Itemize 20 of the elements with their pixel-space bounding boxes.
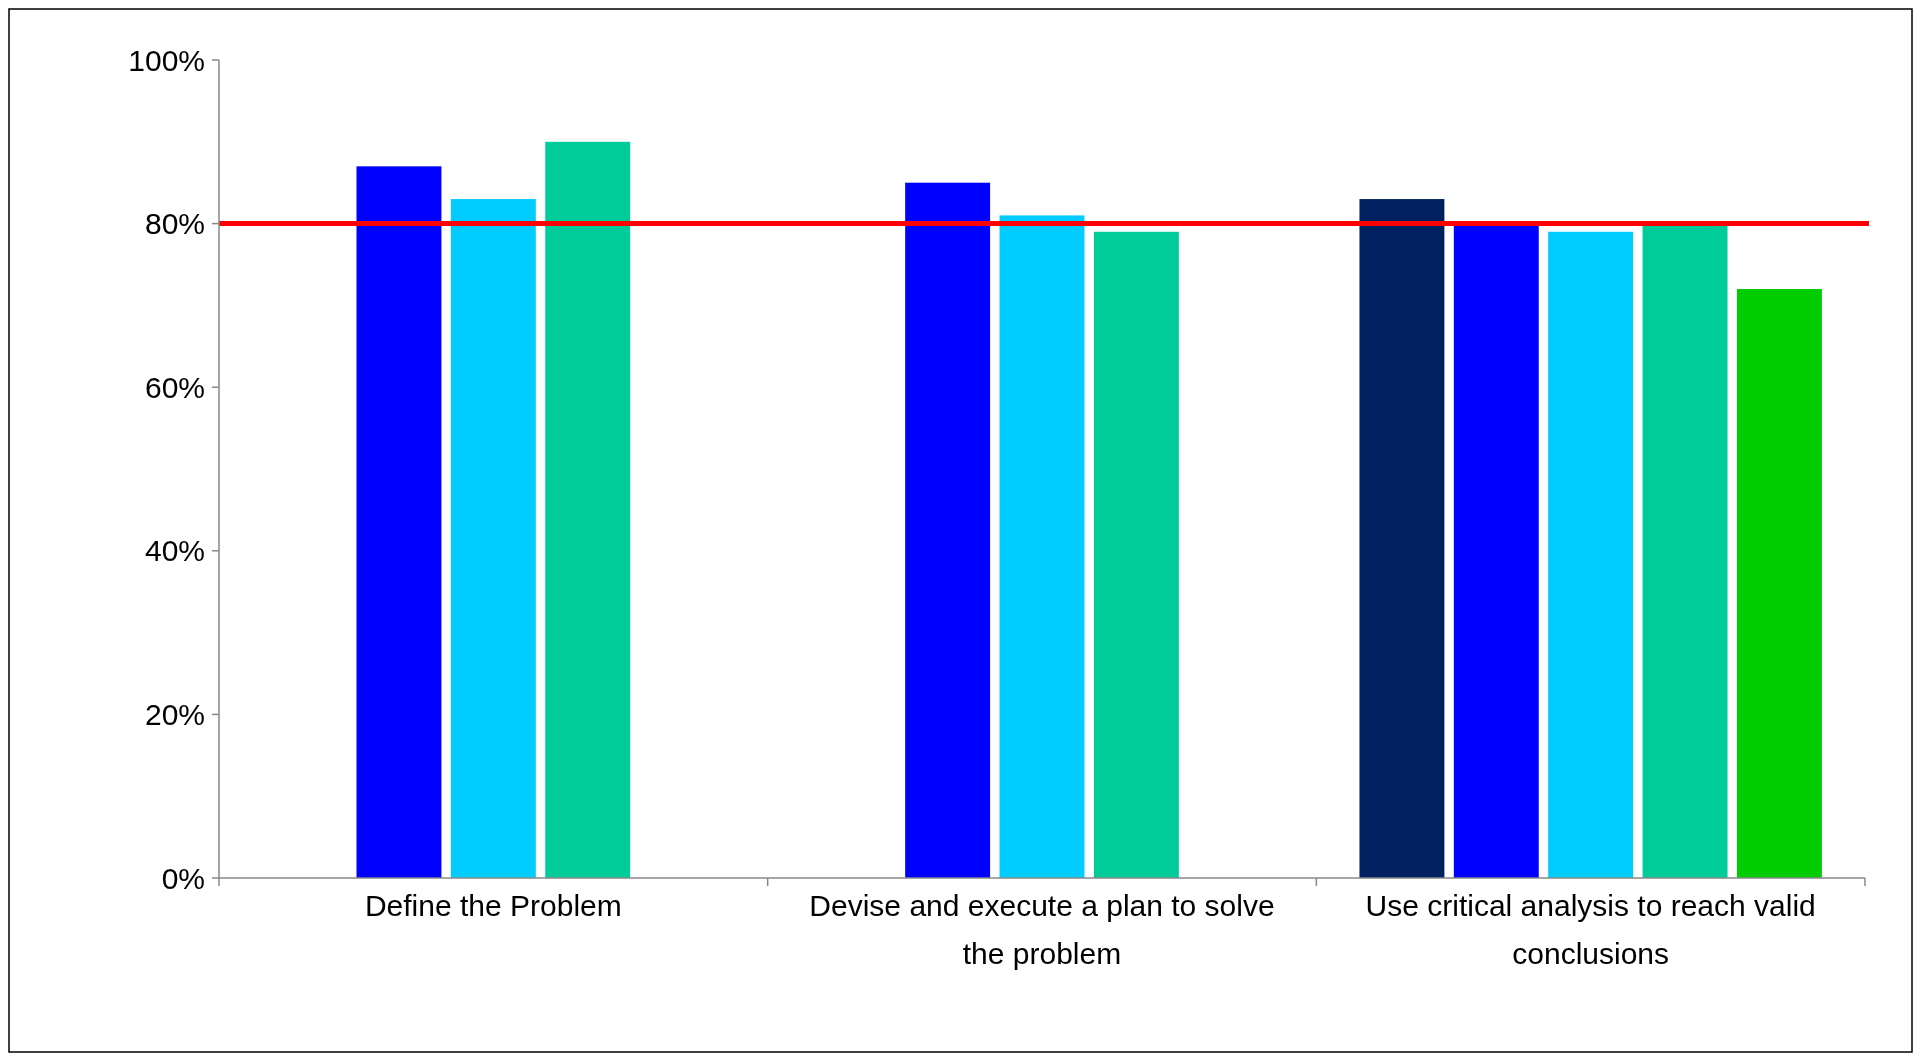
- y-tick-label: 80%: [144, 207, 205, 241]
- bar: [356, 166, 442, 878]
- y-tick-label: 60%: [144, 370, 205, 404]
- x-tick-label: Devise and execute a plan to solve the problem: [809, 889, 1275, 970]
- bar: [1093, 231, 1179, 878]
- x-tick-label: Define the Problem: [364, 889, 622, 922]
- bar: [1642, 223, 1728, 878]
- bar: [999, 215, 1085, 878]
- y-tick-label: 20%: [144, 697, 205, 731]
- bar: [545, 141, 631, 878]
- bar: [1736, 289, 1822, 878]
- bar: [1548, 231, 1634, 878]
- y-tick-label: 40%: [144, 534, 205, 568]
- bar: [905, 182, 991, 878]
- y-tick-label: 0%: [161, 861, 205, 895]
- bar: [450, 199, 536, 878]
- bar: [1453, 223, 1539, 878]
- y-tick-label: 100%: [128, 43, 205, 77]
- bar: [1359, 199, 1445, 878]
- x-tick-label: Use critical analysis to reach valid conclusions: [1365, 889, 1816, 970]
